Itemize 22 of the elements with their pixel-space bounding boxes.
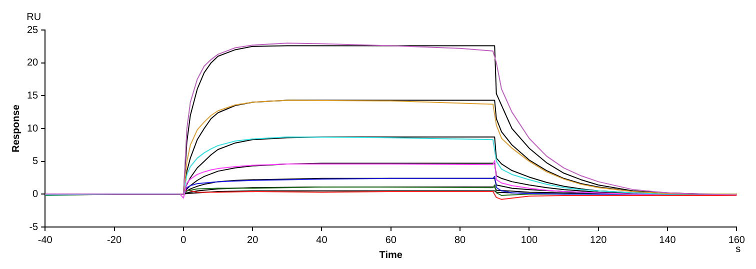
x-tick-label: 140 bbox=[659, 234, 676, 246]
y-tick-label: 15 bbox=[27, 90, 39, 102]
x-axis-title: Time bbox=[379, 250, 403, 261]
text: s bbox=[736, 244, 741, 255]
y-tick-label: -5 bbox=[29, 222, 39, 233]
y-tick-label: 10 bbox=[27, 123, 39, 134]
y-tick-label: 25 bbox=[27, 24, 39, 36]
y-tick-label: 5 bbox=[32, 156, 39, 168]
x-tick-label: 0 bbox=[180, 234, 187, 246]
x-tick-label: 20 bbox=[247, 234, 259, 246]
x-tick-label: 160 bbox=[728, 234, 746, 246]
y-tick-label: 0 bbox=[32, 188, 39, 200]
x-tick-label: -40 bbox=[38, 234, 53, 246]
x-tick-label: 40 bbox=[316, 234, 328, 246]
y-tick-label: 20 bbox=[27, 58, 39, 69]
x-tick-label: 60 bbox=[385, 234, 397, 246]
x-tick-label: 80 bbox=[454, 234, 466, 246]
x-tick-label: 120 bbox=[590, 234, 608, 246]
x-tick-label: 100 bbox=[520, 234, 538, 246]
x-tick-label: -20 bbox=[107, 234, 122, 246]
text: RU bbox=[26, 12, 42, 23]
y-axis-title: Response bbox=[10, 104, 22, 152]
